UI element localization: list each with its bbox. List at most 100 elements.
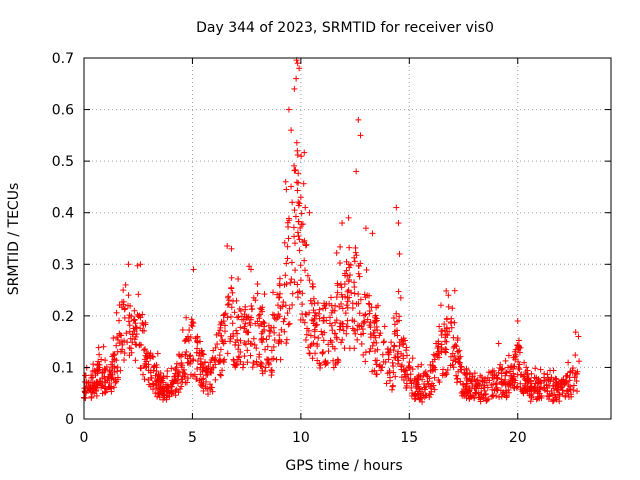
- data-point: [306, 209, 313, 216]
- data-point: [275, 302, 282, 309]
- data-point: [301, 237, 308, 244]
- data-point: [332, 302, 339, 309]
- data-point: [155, 390, 162, 397]
- data-point: [473, 382, 480, 389]
- data-point: [344, 298, 351, 305]
- data-point: [212, 376, 219, 383]
- data-point: [187, 352, 194, 359]
- data-point: [351, 284, 358, 291]
- data-point: [251, 341, 258, 348]
- data-point: [289, 290, 296, 297]
- data-point: [559, 377, 566, 384]
- data-point: [357, 296, 364, 303]
- data-point: [409, 355, 416, 362]
- data-point: [537, 378, 544, 385]
- data-point: [135, 291, 142, 298]
- data-point: [498, 379, 505, 386]
- data-point: [238, 316, 245, 323]
- data-point: [444, 366, 451, 373]
- data-point: [131, 336, 138, 343]
- data-point: [218, 332, 225, 339]
- data-point: [537, 366, 544, 373]
- data-point: [261, 291, 268, 298]
- data-point: [227, 313, 234, 320]
- data-point: [453, 379, 460, 386]
- data-point: [105, 384, 112, 391]
- data-point: [389, 386, 396, 393]
- data-point: [113, 309, 120, 316]
- data-point: [125, 292, 132, 299]
- data-point: [530, 394, 537, 401]
- data-point: [281, 328, 288, 335]
- data-point: [464, 380, 471, 387]
- data-point: [549, 398, 556, 405]
- data-point: [456, 347, 463, 354]
- data-point: [215, 330, 222, 337]
- data-point: [526, 392, 533, 399]
- data-point: [110, 352, 117, 359]
- data-point: [242, 341, 249, 348]
- data-point: [357, 132, 364, 139]
- data-point: [278, 338, 285, 345]
- data-point: [306, 277, 313, 284]
- data-point: [121, 350, 128, 357]
- data-point: [403, 367, 410, 374]
- data-point: [160, 387, 167, 394]
- data-point: [308, 300, 315, 307]
- data-point: [398, 350, 405, 357]
- data-point: [230, 357, 237, 364]
- data-point: [458, 389, 465, 396]
- data-point: [113, 342, 120, 349]
- data-point: [463, 390, 470, 397]
- data-point: [362, 349, 369, 356]
- data-point: [391, 354, 398, 361]
- data-point: [449, 305, 456, 312]
- data-point: [453, 372, 460, 379]
- data-point: [99, 369, 106, 376]
- data-point: [571, 374, 578, 381]
- data-point: [451, 287, 458, 294]
- data-point: [356, 323, 363, 330]
- data-point: [466, 386, 473, 393]
- data-point: [387, 374, 394, 381]
- data-point: [182, 351, 189, 358]
- data-point: [445, 303, 452, 310]
- data-point: [284, 243, 291, 250]
- data-point: [119, 341, 126, 348]
- data-point: [355, 270, 362, 277]
- data-point: [307, 297, 314, 304]
- data-point: [437, 302, 444, 309]
- data-point: [121, 357, 128, 364]
- data-point: [138, 341, 145, 348]
- data-point: [165, 385, 172, 392]
- data-point: [126, 322, 133, 329]
- data-point: [485, 369, 492, 376]
- data-point: [276, 313, 283, 320]
- x-tick-label: 20: [509, 430, 527, 446]
- data-point: [202, 367, 209, 374]
- data-point: [371, 367, 378, 374]
- data-point: [190, 320, 197, 327]
- data-point: [134, 311, 141, 318]
- data-point: [177, 385, 184, 392]
- data-point: [360, 320, 367, 327]
- data-point: [436, 379, 443, 386]
- data-point: [275, 340, 282, 347]
- data-point: [336, 260, 343, 267]
- data-point: [297, 224, 304, 231]
- data-point: [472, 380, 479, 387]
- data-point: [93, 392, 100, 399]
- y-tick-label: 0.7: [52, 51, 74, 67]
- data-point: [244, 314, 251, 321]
- data-point: [406, 359, 413, 366]
- data-point: [324, 359, 331, 366]
- data-point: [114, 364, 121, 371]
- data-point: [445, 292, 452, 299]
- data-point: [343, 267, 350, 274]
- data-point: [451, 343, 458, 350]
- data-point: [370, 329, 377, 336]
- data-point: [297, 277, 304, 284]
- data-point: [140, 371, 147, 378]
- data-point: [514, 318, 521, 325]
